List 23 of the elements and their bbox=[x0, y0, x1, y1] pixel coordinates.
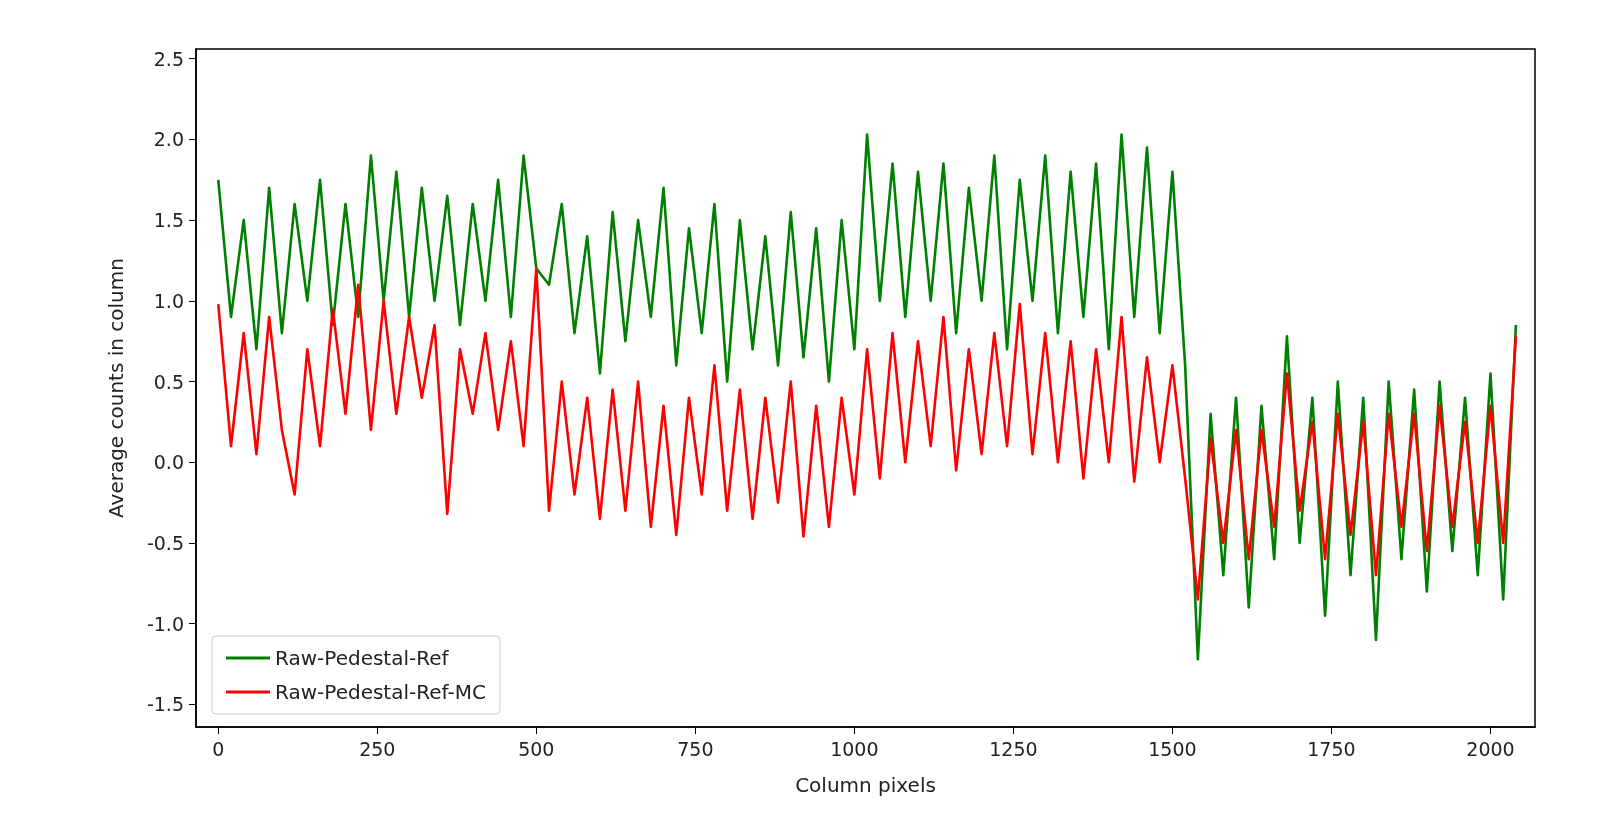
x-tick-label: 2000 bbox=[1466, 737, 1515, 760]
x-tick-label: 1750 bbox=[1307, 737, 1356, 760]
y-tick-label: 0.5 bbox=[153, 370, 184, 393]
y-tick-label: 2.5 bbox=[153, 47, 184, 70]
y-axis-title: Average counts in column bbox=[104, 258, 128, 518]
y-tick-label: 1.5 bbox=[153, 209, 184, 232]
y-tick-label: -1.0 bbox=[146, 612, 184, 635]
line-series bbox=[216, 267, 1518, 601]
y-tick-label: 0.0 bbox=[153, 451, 184, 474]
x-tick-label: 250 bbox=[359, 737, 396, 760]
legend-label: Raw-Pedestal-Ref-MC bbox=[275, 680, 486, 704]
y-tick-label: 2.0 bbox=[153, 128, 184, 151]
y-tick-label: -1.5 bbox=[146, 693, 184, 716]
x-tick-label: 500 bbox=[518, 737, 555, 760]
x-tick-label: 0 bbox=[212, 737, 225, 760]
x-tick-label: 1500 bbox=[1148, 737, 1197, 760]
y-tick-label: 1.0 bbox=[153, 289, 184, 312]
x-tick-label: 1250 bbox=[989, 737, 1038, 760]
x-axis-title: Column pixels bbox=[795, 773, 936, 797]
legend-label: Raw-Pedestal-Ref bbox=[275, 646, 450, 670]
x-tick-label: 750 bbox=[677, 737, 714, 760]
y-tick-label: -0.5 bbox=[146, 531, 184, 554]
x-tick-label: 1000 bbox=[830, 737, 879, 760]
